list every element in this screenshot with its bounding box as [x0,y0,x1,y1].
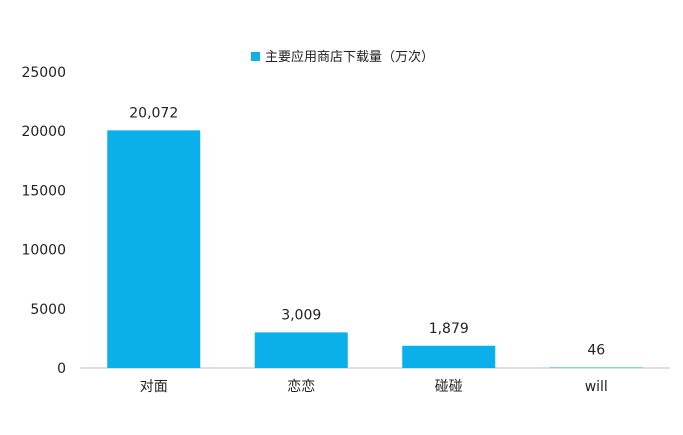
y-tick-label: 5000 [30,302,66,318]
y-axis: 0 5000 10000 15000 20000 25000 [21,65,66,377]
data-label: 1,879 [429,321,469,337]
data-label: 46 [587,342,605,358]
x-axis-labels: 对面 恋恋 碰碰 will [140,378,608,395]
legend-swatch [251,52,260,61]
legend-label: 主要应用商店下载量（万次） [265,49,434,65]
legend: 主要应用商店下载量（万次） [251,49,434,65]
y-tick-label: 20000 [21,124,66,140]
y-tick-label: 25000 [21,65,66,81]
bars [107,130,643,368]
data-label: 20,072 [129,105,178,121]
y-tick-label: 10000 [21,243,66,259]
x-tick-label: 恋恋 [287,378,315,395]
data-label: 3,009 [281,307,321,323]
x-tick-label: 碰碰 [435,379,463,395]
data-labels: 20,072 3,009 1,879 46 [129,105,605,358]
bar [402,345,496,368]
bar [254,332,348,368]
y-tick-label: 15000 [21,183,66,199]
x-tick-label: 对面 [140,379,168,395]
x-tick-label: will [585,379,608,395]
y-tick-label: 0 [57,361,66,377]
bar [549,367,643,368]
bar [107,130,201,368]
